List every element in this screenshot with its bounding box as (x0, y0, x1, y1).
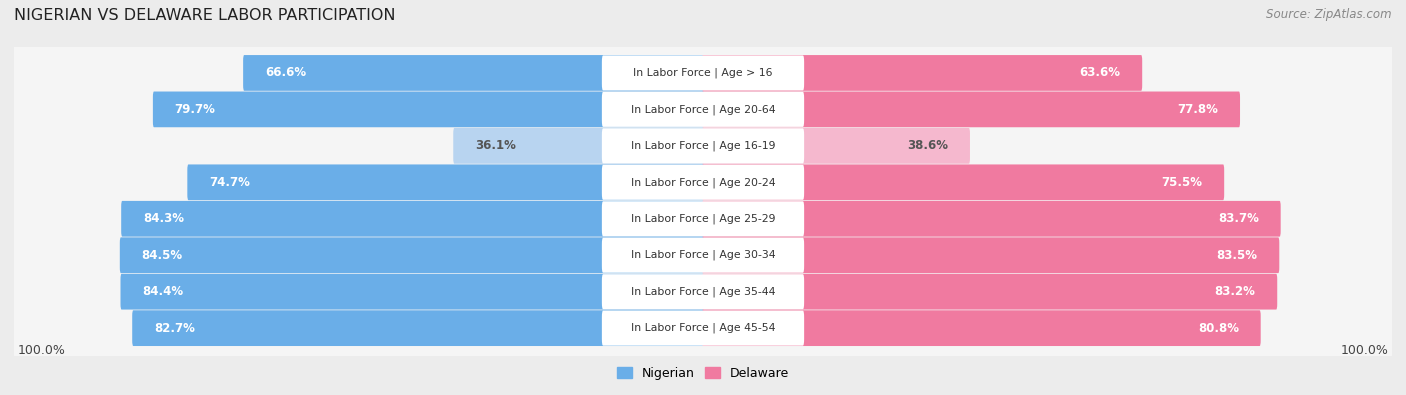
Text: NIGERIAN VS DELAWARE LABOR PARTICIPATION: NIGERIAN VS DELAWARE LABOR PARTICIPATION (14, 8, 395, 23)
Text: 83.7%: 83.7% (1218, 212, 1258, 225)
FancyBboxPatch shape (243, 55, 704, 91)
FancyBboxPatch shape (702, 237, 1279, 273)
FancyBboxPatch shape (602, 92, 804, 127)
FancyBboxPatch shape (602, 274, 804, 309)
FancyBboxPatch shape (14, 43, 1392, 103)
FancyBboxPatch shape (14, 262, 1392, 322)
Text: 82.7%: 82.7% (153, 322, 195, 335)
FancyBboxPatch shape (602, 310, 804, 346)
Text: 100.0%: 100.0% (17, 344, 66, 357)
FancyBboxPatch shape (702, 128, 970, 164)
Text: 66.6%: 66.6% (264, 66, 307, 79)
FancyBboxPatch shape (602, 165, 804, 200)
Text: 84.5%: 84.5% (142, 249, 183, 262)
FancyBboxPatch shape (702, 310, 1261, 346)
FancyBboxPatch shape (14, 189, 1392, 249)
Text: 63.6%: 63.6% (1080, 66, 1121, 79)
FancyBboxPatch shape (453, 128, 704, 164)
FancyBboxPatch shape (702, 274, 1277, 310)
Text: In Labor Force | Age 20-64: In Labor Force | Age 20-64 (631, 104, 775, 115)
FancyBboxPatch shape (14, 79, 1392, 139)
Text: 75.5%: 75.5% (1161, 176, 1202, 189)
FancyBboxPatch shape (153, 92, 704, 127)
FancyBboxPatch shape (120, 237, 704, 273)
FancyBboxPatch shape (132, 310, 704, 346)
FancyBboxPatch shape (14, 152, 1392, 212)
Text: In Labor Force | Age 25-29: In Labor Force | Age 25-29 (631, 214, 775, 224)
Text: In Labor Force | Age 45-54: In Labor Force | Age 45-54 (631, 323, 775, 333)
FancyBboxPatch shape (702, 164, 1225, 200)
Text: 100.0%: 100.0% (1340, 344, 1389, 357)
FancyBboxPatch shape (14, 116, 1392, 176)
Text: 83.5%: 83.5% (1216, 249, 1257, 262)
Text: 83.2%: 83.2% (1215, 285, 1256, 298)
Text: 38.6%: 38.6% (907, 139, 948, 152)
Text: 80.8%: 80.8% (1198, 322, 1239, 335)
Text: In Labor Force | Age 16-19: In Labor Force | Age 16-19 (631, 141, 775, 151)
FancyBboxPatch shape (14, 298, 1392, 358)
Text: 77.8%: 77.8% (1177, 103, 1219, 116)
FancyBboxPatch shape (602, 201, 804, 236)
Text: 79.7%: 79.7% (174, 103, 215, 116)
Text: In Labor Force | Age 30-34: In Labor Force | Age 30-34 (631, 250, 775, 260)
FancyBboxPatch shape (121, 201, 704, 237)
Text: 74.7%: 74.7% (209, 176, 250, 189)
Text: Source: ZipAtlas.com: Source: ZipAtlas.com (1267, 8, 1392, 21)
Text: 84.4%: 84.4% (142, 285, 183, 298)
FancyBboxPatch shape (187, 164, 704, 200)
Text: 36.1%: 36.1% (475, 139, 516, 152)
FancyBboxPatch shape (602, 128, 804, 164)
Text: In Labor Force | Age > 16: In Labor Force | Age > 16 (633, 68, 773, 78)
Legend: Nigerian, Delaware: Nigerian, Delaware (612, 362, 794, 385)
FancyBboxPatch shape (602, 238, 804, 273)
Text: 84.3%: 84.3% (143, 212, 184, 225)
FancyBboxPatch shape (702, 201, 1281, 237)
Text: In Labor Force | Age 35-44: In Labor Force | Age 35-44 (631, 286, 775, 297)
FancyBboxPatch shape (121, 274, 704, 310)
FancyBboxPatch shape (602, 55, 804, 90)
FancyBboxPatch shape (702, 92, 1240, 127)
Text: In Labor Force | Age 20-24: In Labor Force | Age 20-24 (631, 177, 775, 188)
FancyBboxPatch shape (14, 225, 1392, 285)
FancyBboxPatch shape (702, 55, 1142, 91)
